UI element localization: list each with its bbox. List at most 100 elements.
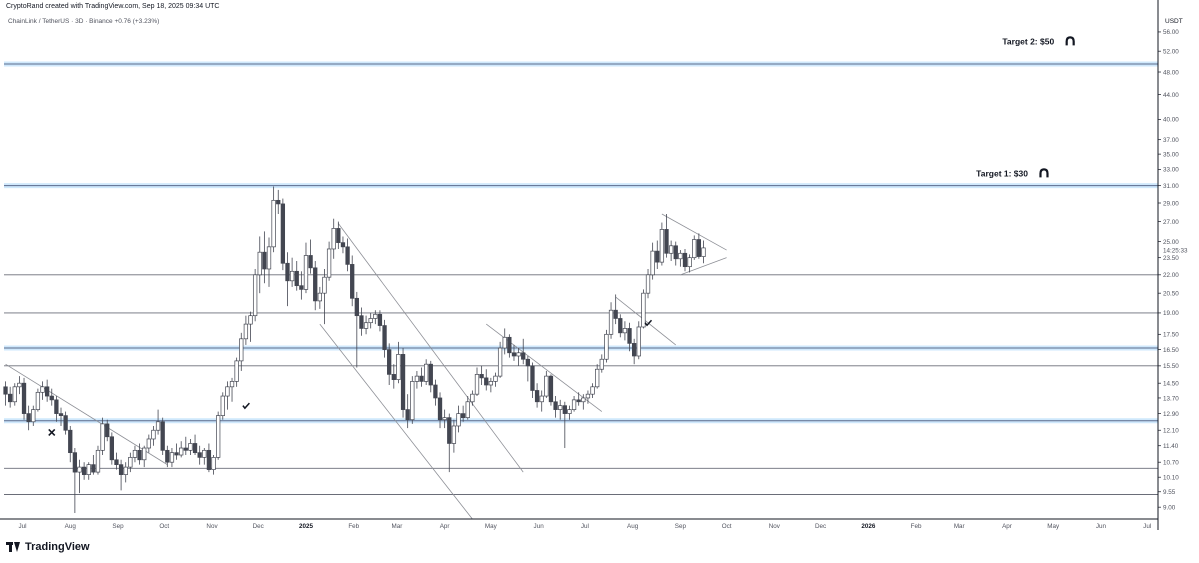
x-tick-label-3: Oct [159, 523, 169, 530]
x-tick-label-8: Mar [391, 523, 402, 530]
candle-body-11 [54, 399, 59, 414]
candle-body-71 [331, 228, 336, 250]
candle-body-127 [590, 386, 595, 395]
candle-body-3 [17, 382, 22, 388]
candle-body-132 [613, 309, 618, 319]
candle-body-16 [77, 466, 82, 473]
candle-body-145 [673, 245, 678, 260]
candle-body-136 [632, 343, 637, 357]
trendline-0 [5, 363, 168, 465]
candle-body-125 [581, 397, 586, 403]
x-tick-label-9: Apr [440, 523, 450, 530]
candle-body-42 [197, 452, 202, 458]
candle-body-33 [155, 421, 161, 431]
candle-body-104 [484, 377, 489, 386]
candle-body-65 [303, 255, 309, 290]
candle-body-93 [433, 384, 438, 399]
x-tick-label-13: Aug [627, 523, 639, 530]
candle-body-130 [604, 333, 609, 360]
currency-label: USDT [1165, 18, 1183, 25]
candle-body-116 [539, 395, 544, 403]
candle-body-59 [276, 199, 281, 205]
candle-body-122 [567, 409, 572, 414]
y-tick-label-19: 14.50 [1163, 380, 1179, 387]
candle-body-137 [636, 326, 641, 357]
candle-body-18 [86, 464, 91, 475]
candle-body-149 [692, 239, 697, 259]
candle-body-75 [350, 264, 355, 299]
candle-body-103 [479, 374, 484, 379]
candle-body-62 [289, 270, 295, 282]
y-tick-label-14: 20.50 [1163, 290, 1179, 297]
candle-body-9 [44, 386, 50, 397]
x-tick-label-2: Sep [112, 523, 124, 530]
candle-body-12 [58, 413, 64, 416]
y-tick-label-4: 40.00 [1163, 117, 1179, 124]
candle-body-1 [8, 393, 13, 403]
candle-body-63 [294, 270, 299, 287]
candle-body-74 [345, 246, 350, 265]
candle-body-109 [507, 336, 512, 354]
y-tick-label-27: 9.00 [1163, 504, 1176, 511]
candle-body-25 [118, 464, 124, 475]
x-tick-label-21: Apr [1002, 523, 1012, 530]
candle-body-100 [465, 401, 470, 419]
y-tick-label-10: 27.00 [1163, 219, 1179, 226]
y-tick-label-0: 56.00 [1163, 29, 1179, 36]
candle-body-51 [239, 338, 244, 362]
candle-body-55 [257, 251, 262, 276]
candle-body-133 [618, 318, 623, 334]
chart-markers: Target 1: $30 Target 2: $50 [48, 36, 1075, 436]
axes: USDT 56.00 52.00 48.00 44.00 40.00 37.00 35.00 3… [0, 0, 1188, 530]
candle-body-140 [650, 250, 655, 276]
target-label-2: Target 2: $50 [1002, 36, 1054, 46]
symbol-legend: ChainLink / TetherUS · 3D · Binance +0.7… [8, 18, 159, 25]
candle-body-34 [160, 421, 165, 451]
candle-body-45 [211, 457, 216, 470]
candle-body-7 [35, 391, 41, 410]
candle-body-53 [248, 315, 253, 325]
trendline-4 [615, 296, 677, 346]
candle-body-134 [622, 328, 628, 334]
y-tick-label-15: 19.00 [1163, 310, 1179, 317]
y-tick-label-3: 44.00 [1163, 92, 1179, 99]
candle-body-73 [340, 242, 346, 248]
trendlines [5, 213, 727, 520]
candle-body-38 [179, 447, 184, 456]
x-tick-label-19: Feb [911, 523, 922, 530]
x-tick-label-17: Dec [815, 523, 826, 530]
y-tick-label-5: 37.00 [1163, 137, 1179, 144]
candle-body-72 [336, 228, 341, 243]
candle-body-84 [391, 374, 396, 380]
candle-body-20 [95, 449, 101, 473]
y-tick-label-8: 31.00 [1163, 183, 1179, 190]
y-tick-label-21: 12.90 [1163, 411, 1179, 418]
y-tick-label-24: 10.70 [1163, 460, 1179, 467]
candle-body-90 [419, 375, 424, 382]
candles [3, 186, 706, 514]
x-tick-label-11: Jun [534, 523, 545, 530]
trendline-2 [338, 223, 524, 473]
check-icon [242, 402, 250, 410]
candle-body-131 [608, 309, 614, 335]
y-tick-label-20: 13.70 [1163, 395, 1179, 402]
x-tick-label-20: Mar [954, 523, 965, 530]
candle-body-80 [373, 313, 378, 319]
candle-body-21 [100, 423, 105, 451]
x-tick-label-12: Jul [581, 523, 589, 530]
candle-body-144 [668, 245, 674, 254]
candle-body-143 [664, 229, 669, 254]
candle-body-78 [363, 322, 369, 329]
candle-body-44 [206, 449, 212, 470]
candle-body-83 [387, 349, 392, 375]
candle-body-60 [280, 203, 286, 264]
candle-body-49 [229, 381, 235, 388]
candle-body-77 [359, 315, 364, 329]
candle-body-121 [562, 405, 567, 414]
trendline-5 [661, 213, 727, 251]
candle-body-110 [511, 352, 517, 357]
candle-body-92 [428, 363, 433, 386]
candle-body-135 [627, 328, 632, 344]
candle-body-36 [169, 452, 175, 463]
